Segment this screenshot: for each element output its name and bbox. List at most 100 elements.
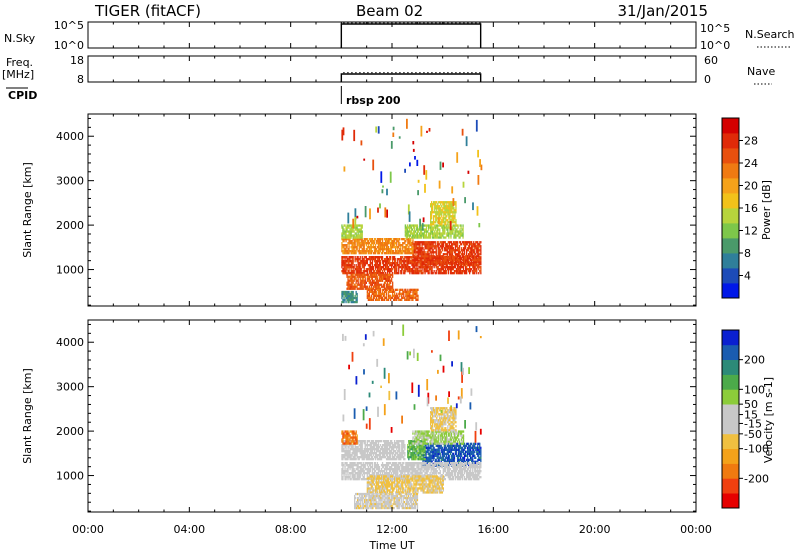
echo-cell (439, 249, 441, 252)
echo-cell (372, 298, 374, 301)
echo-cell (369, 273, 371, 276)
echo-cell (438, 253, 440, 256)
echo-cell (344, 456, 346, 459)
echo-cell (342, 292, 344, 296)
echo-cell (433, 448, 435, 451)
echo-cell (385, 296, 388, 299)
echo-cell (414, 255, 416, 258)
echo-cell (397, 272, 399, 275)
echo-cell (445, 205, 447, 208)
echo-cell (371, 288, 373, 291)
echo-cell (341, 244, 343, 247)
echo-cell (398, 246, 400, 249)
echo-cell (375, 281, 378, 284)
echo-cell (424, 224, 427, 227)
echo-cell (351, 454, 353, 457)
echo-cell (400, 270, 402, 273)
echo-cell (426, 259, 428, 262)
echo-cell (365, 270, 367, 273)
echo-cell (395, 298, 397, 301)
echo-cell (393, 242, 395, 245)
echo-cell (408, 242, 410, 245)
echo-cell (401, 244, 403, 247)
echo-cell (469, 270, 471, 273)
echo-cell (469, 245, 471, 248)
echo-cell (406, 248, 408, 251)
echo-cell (441, 249, 443, 252)
echo-cell (438, 259, 440, 262)
echo-cell (449, 219, 451, 222)
echo-cell (384, 290, 387, 293)
echo-cell (381, 260, 384, 263)
echo-cell (349, 283, 351, 286)
echo-cell (426, 255, 428, 258)
echo-cell (438, 255, 440, 258)
echo-cell (356, 275, 358, 278)
echo-cell (456, 243, 459, 246)
echo-cell (350, 472, 352, 475)
colorbar-block (722, 238, 739, 254)
echo-cell (365, 250, 367, 253)
scatter-echo (412, 141, 415, 145)
echo-cell (479, 256, 481, 259)
echo-cell (357, 470, 359, 473)
echo-cell (370, 270, 372, 273)
echo-cell (453, 241, 456, 244)
echo-cell (429, 460, 431, 463)
echo-cell (383, 440, 386, 443)
echo-cell (367, 264, 369, 267)
echo-cell (370, 250, 372, 253)
echo-cell (453, 207, 455, 210)
echo-cell (471, 241, 473, 244)
echo-cell (444, 266, 446, 269)
echo-cell (351, 287, 353, 290)
echo-cell (412, 250, 414, 253)
echo-cell (451, 201, 453, 204)
echo-cell (449, 272, 452, 275)
echo-cell (357, 446, 359, 449)
echo-cell (361, 281, 363, 284)
echo-cell (390, 262, 392, 265)
echo-cell (416, 232, 419, 235)
echo-cell (350, 430, 352, 433)
echo-cell (395, 288, 397, 291)
echo-cell (389, 242, 391, 245)
echo-cell (435, 236, 437, 239)
echo-cell (390, 285, 392, 288)
colorbar-block (722, 268, 739, 284)
echo-cell (377, 260, 380, 263)
echo-cell (399, 452, 401, 455)
echo-cell (412, 238, 414, 241)
echo-cell (414, 224, 417, 227)
echo-cell (375, 260, 378, 263)
echo-cell (374, 256, 377, 259)
echo-cell (411, 454, 413, 457)
echo-cell (413, 452, 415, 455)
echo-cell (413, 255, 415, 258)
echo-cell (409, 456, 411, 459)
echo-cell (348, 256, 350, 259)
echo-cell (438, 228, 440, 231)
echo-cell (440, 257, 442, 260)
echo-cell (421, 234, 424, 237)
echo-cell (384, 238, 387, 241)
echo-cell (447, 232, 449, 235)
echo-cell (446, 266, 448, 269)
echo-cell (436, 219, 438, 222)
echo-cell (458, 448, 461, 451)
echo-cell (401, 260, 403, 263)
echo-cell (431, 450, 433, 453)
echo-cell (420, 454, 422, 457)
echo-cell (342, 234, 344, 237)
echo-cell (383, 273, 386, 276)
echo-cell (413, 236, 416, 239)
echo-cell (456, 224, 458, 227)
echo-cell (413, 270, 415, 273)
echo-cell (342, 230, 344, 233)
echo-cell (342, 434, 344, 437)
echo-cell (352, 432, 354, 435)
echo-cell (410, 294, 412, 297)
echo-cell (443, 460, 445, 463)
echo-cell (436, 205, 438, 208)
echo-cell (376, 281, 379, 284)
